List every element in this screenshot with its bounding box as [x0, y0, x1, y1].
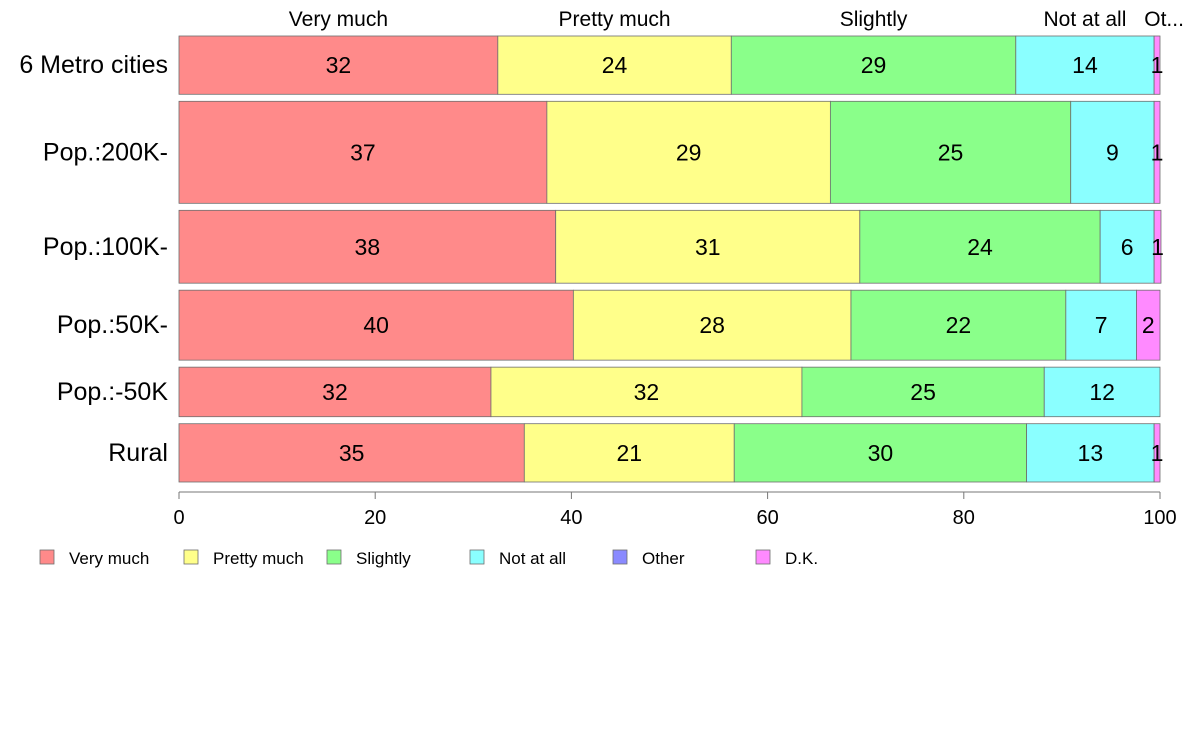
value-label-6-metro-cities-pretty-much: 24	[602, 52, 628, 78]
value-label-pop-50k-not-at-all: 7	[1095, 312, 1108, 338]
top-label-ot: Ot...	[1144, 8, 1184, 31]
value-label-pop-50k-pretty-much: 32	[634, 379, 660, 405]
x-tick-label-60: 60	[756, 507, 778, 529]
value-label-pop-100k-d-k: 1	[1151, 234, 1164, 260]
value-label-pop-50k-d-k: 2	[1142, 312, 1155, 338]
legend-label-other: Other	[642, 549, 685, 568]
bar-rural-slightly	[733, 423, 1027, 483]
category-label-pop-200k: Pop.:200K-	[43, 138, 168, 166]
bar-rural-very-much	[178, 423, 525, 483]
legend-swatch-slightly	[326, 549, 342, 565]
legend-label-very-much: Very much	[69, 549, 149, 568]
legend-swatch-not-at-all	[469, 549, 485, 565]
value-label-pop-200k-d-k: 1	[1151, 139, 1164, 165]
bar-pop-50k-pretty-much	[490, 366, 803, 418]
category-label-pop-100k: Pop.:100K-	[43, 233, 168, 261]
x-tick-label-0: 0	[173, 507, 184, 529]
top-label-slightly: Slightly	[840, 8, 908, 31]
value-label-rural-slightly: 30	[868, 440, 894, 466]
value-label-pop-100k-not-at-all: 6	[1121, 234, 1134, 260]
value-label-pop-50k-not-at-all: 12	[1089, 379, 1115, 405]
value-label-6-metro-cities-d-k: 1	[1151, 52, 1164, 78]
bar-rural-pretty-much	[523, 423, 735, 483]
top-label-pretty-much: Pretty much	[559, 8, 671, 31]
bar-6-metro-cities-slightly	[730, 35, 1017, 95]
x-tick-label-100: 100	[1143, 507, 1176, 529]
legend-label-pretty-much: Pretty much	[213, 549, 304, 568]
legend-label-slightly: Slightly	[356, 549, 411, 568]
top-label-very-much: Very much	[289, 8, 388, 31]
value-label-pop-200k-very-much: 37	[350, 139, 376, 165]
legend-swatch-pretty-much	[183, 549, 199, 565]
legend-swatch-very-much	[39, 549, 55, 565]
bar-pop-100k-pretty-much	[555, 209, 861, 284]
bar-pop-200k-pretty-much	[546, 100, 831, 204]
value-label-pop-100k-very-much: 38	[355, 234, 381, 260]
value-label-pop-200k-pretty-much: 29	[676, 139, 702, 165]
bar-pop-50k-not-at-all	[1043, 366, 1161, 418]
value-label-pop-50k-very-much: 32	[322, 379, 348, 405]
x-tick-label-40: 40	[560, 507, 582, 529]
bar-pop-100k-slightly	[859, 209, 1101, 284]
value-label-pop-100k-pretty-much: 31	[695, 234, 721, 260]
bar-rural-d-k	[1153, 423, 1161, 483]
value-label-6-metro-cities-not-at-all: 14	[1072, 52, 1098, 78]
bar-pop-50k-d-k	[1136, 289, 1161, 361]
value-label-rural-very-much: 35	[339, 440, 365, 466]
value-label-pop-50k-slightly: 22	[946, 312, 972, 338]
value-label-6-metro-cities-very-much: 32	[326, 52, 352, 78]
bar-pop-200k-slightly	[829, 100, 1072, 204]
bar-pop-200k-very-much	[178, 100, 548, 204]
bar-rural-not-at-all	[1026, 423, 1155, 483]
bar-pop-50k-not-at-all	[1065, 289, 1137, 361]
bar-pop-100k-not-at-all	[1099, 209, 1155, 284]
value-label-6-metro-cities-slightly: 29	[861, 52, 887, 78]
legend-label-d-k: D.K.	[785, 549, 818, 568]
legend-label-not-at-all: Not at all	[499, 549, 566, 568]
category-label-pop-50k: Pop.:-50K	[57, 378, 169, 406]
bar-pop-50k-slightly	[801, 366, 1045, 418]
value-label-rural-pretty-much: 21	[616, 440, 642, 466]
value-label-pop-50k-very-much: 40	[363, 312, 389, 338]
value-label-pop-50k-pretty-much: 28	[699, 312, 725, 338]
bar-pop-50k-very-much	[178, 289, 574, 361]
value-label-pop-200k-not-at-all: 9	[1106, 139, 1119, 165]
top-label-not-at-all: Not at all	[1044, 8, 1127, 31]
bar-6-metro-cities-very-much	[178, 35, 499, 95]
bar-6-metro-cities-not-at-all	[1015, 35, 1155, 95]
x-tick-label-80: 80	[953, 507, 975, 529]
bar-pop-50k-pretty-much	[572, 289, 852, 361]
value-label-pop-100k-slightly: 24	[967, 234, 993, 260]
value-label-pop-200k-slightly: 25	[938, 139, 964, 165]
legend-swatch-d-k	[755, 549, 771, 565]
bar-pop-100k-d-k	[1153, 209, 1162, 284]
value-label-rural-not-at-all: 13	[1078, 440, 1104, 466]
value-label-pop-50k-slightly: 25	[910, 379, 936, 405]
bar-pop-100k-very-much	[178, 209, 557, 284]
bar-pop-50k-very-much	[178, 366, 492, 418]
legend-swatch-other	[612, 549, 628, 565]
category-label-rural: Rural	[108, 439, 168, 467]
bar-6-metro-cities-pretty-much	[497, 35, 732, 95]
value-label-rural-d-k: 1	[1151, 440, 1164, 466]
x-tick-label-20: 20	[364, 507, 386, 529]
bar-pop-50k-slightly	[850, 289, 1067, 361]
category-label-6-metro-cities: 6 Metro cities	[19, 51, 168, 79]
bar-pop-200k-d-k	[1153, 100, 1161, 204]
bar-6-metro-cities-d-k	[1153, 35, 1161, 95]
category-label-pop-50k: Pop.:50K-	[57, 311, 168, 339]
bar-pop-200k-not-at-all	[1070, 100, 1155, 204]
